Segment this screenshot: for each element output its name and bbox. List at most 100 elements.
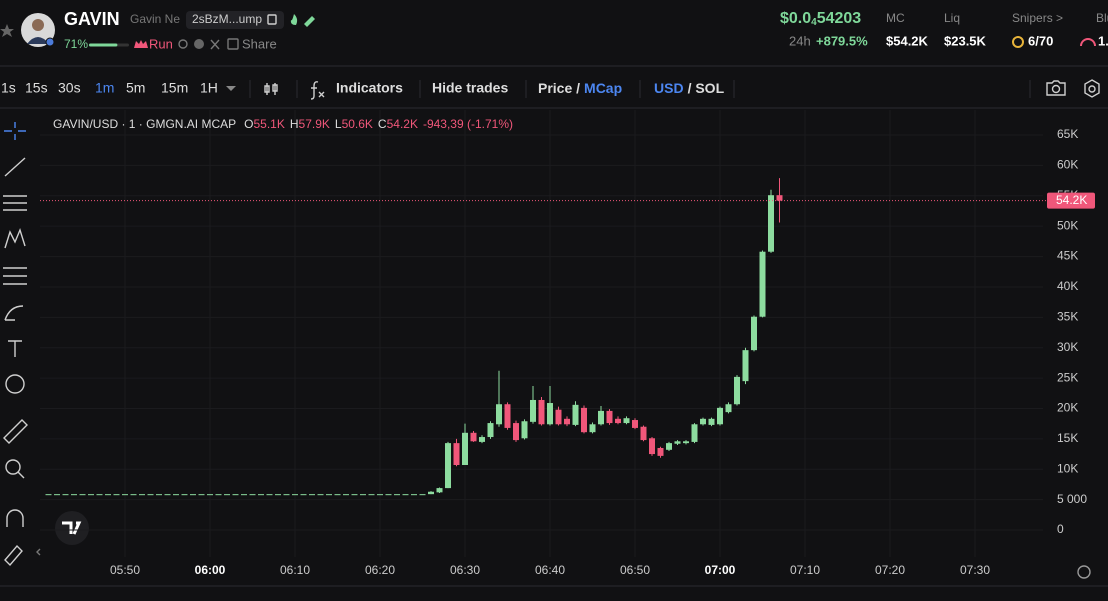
y-tick-label: 0: [1057, 522, 1064, 536]
brush-tool[interactable]: [4, 305, 24, 321]
share-label[interactable]: Share: [242, 36, 277, 51]
candle-body: [181, 494, 188, 496]
candle-body: [649, 438, 655, 455]
dropdown-arrow[interactable]: [226, 86, 236, 91]
candle-body: [122, 494, 128, 496]
candle-body: [96, 494, 103, 496]
candle-body: [691, 424, 698, 442]
candle-body: [164, 494, 171, 496]
address-pill[interactable]: [186, 11, 284, 29]
x-tick-label: 07:30: [960, 563, 990, 577]
y-tick-label: 65K: [1057, 127, 1078, 141]
candle-body: [385, 494, 392, 496]
lock-tool[interactable]: [4, 544, 23, 567]
copy-icon[interactable]: [267, 14, 277, 25]
last-price-badge: [1047, 192, 1095, 209]
stat-label: Snipers >: [1012, 11, 1063, 25]
candle-type-icon[interactable]: [264, 83, 278, 95]
token-name: GAVIN: [64, 9, 120, 29]
search-icon[interactable]: [178, 39, 188, 49]
run-label[interactable]: Run: [149, 36, 173, 51]
line-tool[interactable]: [4, 157, 26, 177]
magnet-tool[interactable]: [6, 509, 24, 527]
y-tick-label: 40K: [1057, 279, 1078, 293]
text-tool[interactable]: [8, 340, 22, 357]
candle-body: [666, 443, 672, 450]
candle-body: [615, 418, 621, 424]
settings-icon[interactable]: [1084, 79, 1100, 98]
interval-button[interactable]: 15s: [25, 80, 48, 96]
candle-body: [708, 418, 715, 425]
gauge-icon: [1080, 38, 1096, 47]
legend-symbol: GAVIN/USD · 1 · GMGN.AI MCAP: [53, 117, 236, 131]
emoji-tool[interactable]: [5, 374, 25, 394]
crosshair-tool[interactable]: [4, 122, 26, 140]
collapse-arrow[interactable]: [36, 548, 41, 556]
sol-option[interactable]: / SOL: [688, 80, 725, 96]
price-option[interactable]: Price /: [538, 80, 580, 96]
candle-body: [657, 447, 664, 456]
legend-value: 57.9K: [299, 117, 330, 131]
candle-body: [419, 494, 426, 496]
y-tick-label: 60K: [1057, 158, 1078, 172]
interval-button[interactable]: 1m: [95, 80, 114, 96]
y-tick-label: 25K: [1057, 370, 1078, 384]
run-icon: [134, 40, 148, 48]
axis-settings[interactable]: [1077, 565, 1091, 579]
progress-label: 71%: [64, 37, 88, 51]
interval-button[interactable]: 15m: [161, 80, 188, 96]
candle-body: [683, 441, 689, 444]
candle-body: [351, 494, 358, 496]
candle-body: [598, 410, 604, 425]
price-zeros: 4: [811, 17, 817, 28]
camera-icon[interactable]: [1046, 80, 1066, 96]
indicators-button[interactable]: Indicators: [336, 80, 403, 96]
hide-trades-button[interactable]: Hide trades: [432, 80, 508, 96]
x-tick-label: 06:00: [195, 563, 226, 577]
usd-option[interactable]: USD: [654, 80, 684, 96]
interval-button[interactable]: 30s: [58, 80, 81, 96]
sniper-icon: [1012, 36, 1024, 48]
candle-body: [139, 494, 145, 496]
price-toggle[interactable]: Price / MCap: [538, 80, 622, 96]
stats: MC $54.2K Liq $23.5K Snipers > 6/70 Blue 1.: [886, 11, 1108, 48]
candle-body: [309, 494, 315, 496]
price-digits: 54203: [817, 10, 862, 27]
currency-toggle[interactable]: USD / SOL: [654, 80, 725, 96]
settings-center: [1088, 85, 1096, 93]
y-tick-label: 35K: [1057, 310, 1078, 324]
candles: [45, 178, 783, 496]
mcap-option[interactable]: MCap: [584, 80, 622, 96]
flame-icon: [290, 14, 298, 25]
projection-tool[interactable]: [3, 267, 27, 285]
last-price-label: 54.2K: [1056, 193, 1087, 207]
zoom-handle: [17, 471, 25, 479]
x-icon[interactable]: [210, 39, 220, 50]
candle-body: [742, 350, 749, 382]
legend-value: 54.2K: [387, 117, 418, 131]
y-tick-label: 20K: [1057, 401, 1078, 415]
candle-body: [317, 494, 324, 496]
interval-button[interactable]: 5m: [126, 80, 145, 96]
candle-body: [555, 409, 562, 425]
fib-tool[interactable]: [3, 195, 27, 211]
chain-icon[interactable]: [194, 39, 204, 49]
price-prefix: $0.0: [780, 10, 811, 27]
y-tick-label: 15K: [1057, 431, 1078, 445]
favorite-star[interactable]: [0, 24, 14, 37]
fx-icon[interactable]: [310, 81, 325, 100]
pattern-tool[interactable]: [4, 227, 26, 249]
share-icon[interactable]: [227, 38, 239, 50]
candle-body: [266, 494, 273, 496]
interval-button[interactable]: 1H: [200, 80, 218, 96]
stat-label: Blue: [1096, 11, 1108, 25]
ruler-tool[interactable]: [3, 419, 28, 444]
candle-body: [292, 494, 298, 496]
change: +879.5%: [816, 33, 868, 48]
candle-body: [504, 404, 511, 428]
interval-button[interactable]: 1s: [1, 80, 16, 96]
stat-value: $54.2K: [886, 33, 929, 48]
candle-body: [283, 494, 290, 496]
zoom-tool[interactable]: [5, 459, 21, 475]
candle-body: [530, 399, 536, 422]
